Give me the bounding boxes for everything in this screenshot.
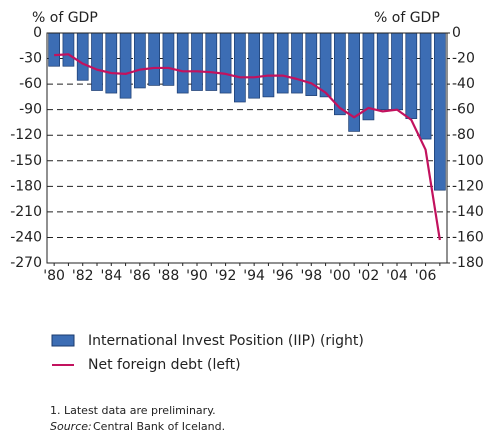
line bbox=[54, 53, 441, 241]
bar bbox=[191, 32, 203, 91]
y-tick-label: -210 bbox=[10, 204, 42, 220]
legend-label: International Invest Position (IIP) (rig… bbox=[88, 333, 364, 349]
x-tick-label: '96 bbox=[272, 268, 294, 284]
bar bbox=[319, 32, 332, 98]
y2-tick-label: -100 bbox=[452, 153, 484, 169]
bar bbox=[105, 32, 118, 94]
bar bbox=[391, 32, 403, 111]
y-tick-label: -30 bbox=[19, 51, 42, 67]
y2-tick-label: -120 bbox=[452, 178, 484, 194]
y2-tick-label: -140 bbox=[452, 204, 484, 220]
x-tick-label: '98 bbox=[300, 268, 322, 284]
bar bbox=[419, 32, 432, 140]
x-tick-label: '86 bbox=[129, 268, 151, 284]
bar bbox=[291, 32, 303, 94]
y2-tick-label: -40 bbox=[452, 76, 475, 92]
bar bbox=[248, 32, 260, 99]
x-tick-label: '80 bbox=[43, 268, 65, 284]
bar bbox=[262, 32, 275, 98]
y2-tick-label: -20 bbox=[452, 51, 475, 67]
y2-tick-label: -60 bbox=[452, 102, 475, 118]
y-tick-label: -60 bbox=[19, 76, 42, 92]
bar bbox=[76, 32, 89, 81]
legend-swatch-bar bbox=[51, 334, 75, 347]
bar bbox=[119, 32, 132, 99]
plot-frame bbox=[46, 32, 448, 264]
x-tick-label: '82 bbox=[72, 268, 94, 284]
x-tick-label: '06 bbox=[415, 268, 437, 284]
y2-axis-title: % of GDP bbox=[374, 10, 440, 26]
bar bbox=[162, 32, 175, 86]
x-tick-label: '04 bbox=[386, 268, 408, 284]
bar bbox=[148, 32, 160, 86]
bar bbox=[234, 32, 246, 103]
bar bbox=[219, 32, 232, 94]
bar bbox=[176, 32, 189, 94]
y-tick-label: 0 bbox=[33, 25, 42, 41]
bar bbox=[134, 32, 146, 89]
footnote: 1. Latest data are preliminary. bbox=[50, 404, 216, 417]
x-tick-label: '00 bbox=[329, 268, 351, 284]
x-tick-label: '88 bbox=[158, 268, 180, 284]
legend-label: Net foreign debt (left) bbox=[88, 357, 241, 373]
bar bbox=[62, 32, 75, 67]
y-tick-label: -120 bbox=[10, 127, 42, 143]
bar bbox=[362, 32, 375, 121]
x-tick-label: '02 bbox=[358, 268, 380, 284]
bar bbox=[276, 32, 289, 94]
y2-tick-label: 0 bbox=[452, 25, 461, 41]
bar bbox=[205, 32, 218, 91]
y-tick-label: -240 bbox=[10, 229, 42, 245]
x-tick-label: '90 bbox=[186, 268, 208, 284]
y-tick-label: -270 bbox=[10, 255, 42, 271]
x-tick-label: '92 bbox=[215, 268, 237, 284]
bar bbox=[405, 32, 418, 119]
y-axis-title: % of GDP bbox=[32, 10, 98, 26]
bar bbox=[91, 32, 103, 91]
y2-tick-label: -80 bbox=[452, 127, 475, 143]
source-text: Central Bank of Iceland. bbox=[93, 420, 225, 433]
y-tick-label: -150 bbox=[10, 153, 42, 169]
x-tick-label: '94 bbox=[243, 268, 265, 284]
bar bbox=[376, 32, 389, 111]
x-tick-label: '84 bbox=[100, 268, 122, 284]
y2-tick-label: -160 bbox=[452, 229, 484, 245]
source-label: Source: bbox=[50, 420, 92, 433]
y-tick-label: -90 bbox=[19, 102, 42, 118]
y2-tick-label: -180 bbox=[452, 255, 484, 271]
bar bbox=[434, 32, 446, 191]
bar bbox=[48, 32, 60, 67]
y-tick-label: -180 bbox=[10, 178, 42, 194]
